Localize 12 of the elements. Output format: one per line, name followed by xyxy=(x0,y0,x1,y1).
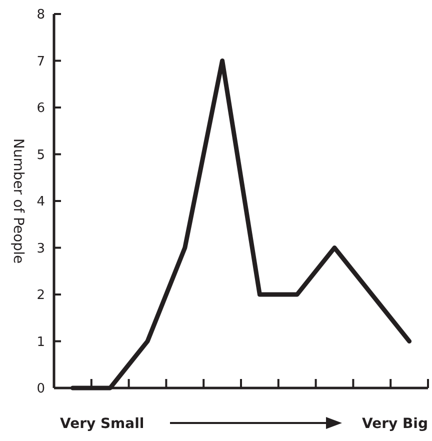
y-tick-label: 5 xyxy=(36,148,45,163)
text: Very Small xyxy=(60,416,144,432)
y-tick-label: 7 xyxy=(36,54,45,70)
y-tick-label: 3 xyxy=(36,241,45,256)
y-tick-label: 0 xyxy=(36,382,45,397)
y-tick-label: 1 xyxy=(36,334,45,350)
y-tick-label: 6 xyxy=(36,101,45,116)
text: Very Big xyxy=(362,416,428,432)
y-tick-label: 2 xyxy=(36,288,45,304)
y-tick-label: 4 xyxy=(36,194,45,210)
y-tick-label: 8 xyxy=(36,8,45,23)
y-axis-title: Number of People xyxy=(10,138,26,264)
